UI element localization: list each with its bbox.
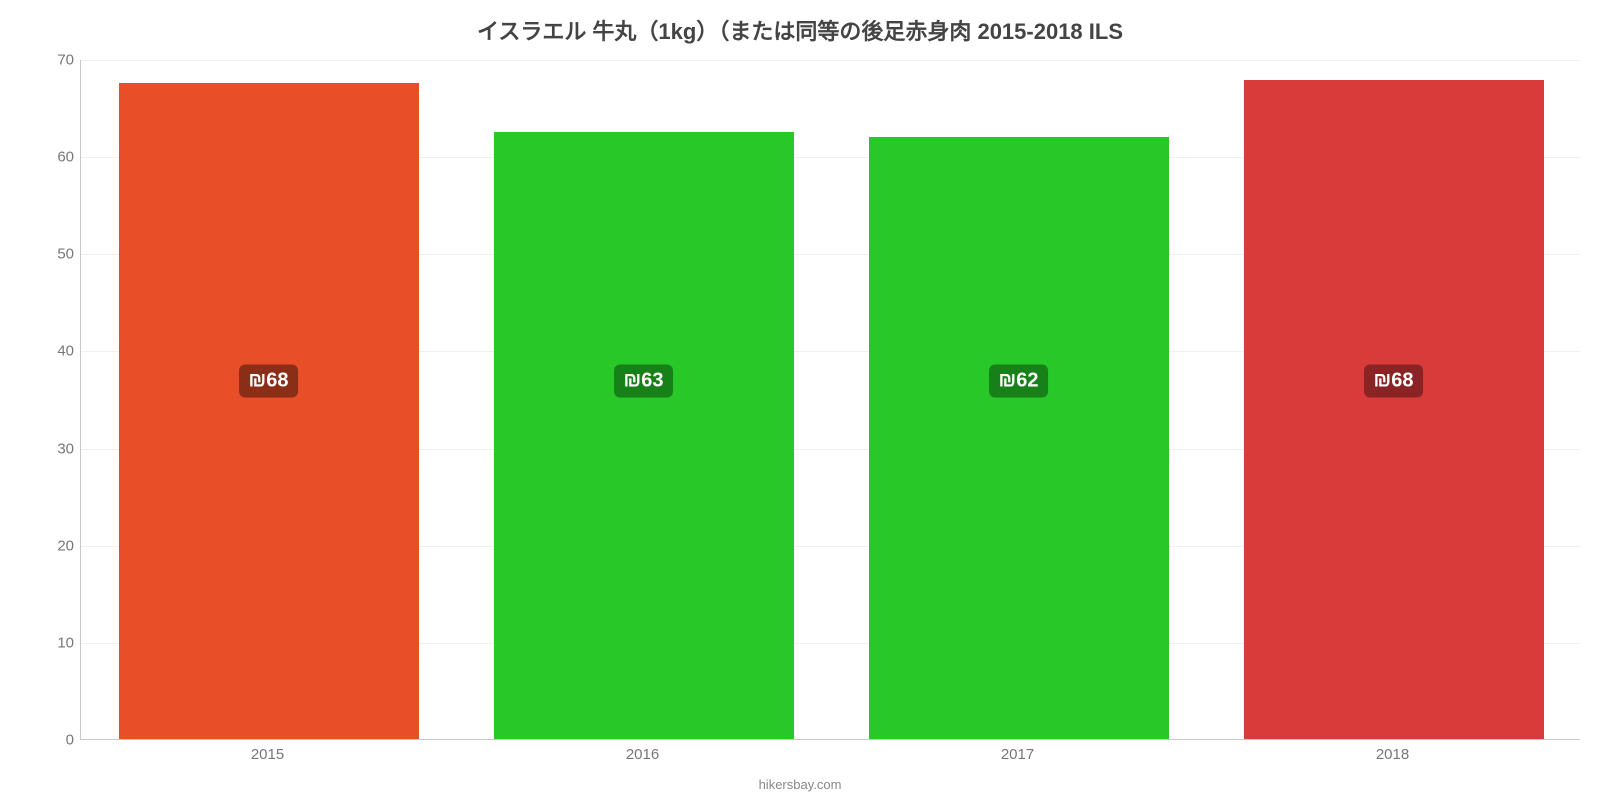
- y-tick-label: 0: [40, 732, 74, 749]
- y-tick-label: 10: [40, 634, 74, 651]
- bar-value-badge: ₪62: [989, 364, 1049, 397]
- bar: [1244, 80, 1544, 739]
- plot-area: ₪68 ₪63 ₪62 ₪68: [80, 60, 1580, 740]
- bar-value-badge: ₪68: [239, 364, 299, 397]
- y-tick-label: 70: [40, 52, 74, 69]
- x-tick-label: 2017: [1001, 746, 1034, 763]
- bar: [494, 132, 794, 739]
- y-tick-label: 60: [40, 149, 74, 166]
- x-tick-label: 2016: [626, 746, 659, 763]
- bar: [869, 137, 1169, 739]
- attribution-text: hikersbay.com: [0, 777, 1600, 792]
- bar: [119, 83, 419, 739]
- x-tick-label: 2018: [1376, 746, 1409, 763]
- y-tick-label: 30: [40, 440, 74, 457]
- bar-chart: イスラエル 牛丸（1kg）（または同等の後足赤身肉 2015-2018 ILS …: [0, 0, 1600, 800]
- y-tick-label: 20: [40, 537, 74, 554]
- bar-value-badge: ₪68: [1364, 364, 1424, 397]
- y-tick-label: 50: [40, 246, 74, 263]
- bar-value-badge: ₪63: [614, 364, 674, 397]
- x-tick-label: 2015: [251, 746, 284, 763]
- y-tick-label: 40: [40, 343, 74, 360]
- chart-title: イスラエル 牛丸（1kg）（または同等の後足赤身肉 2015-2018 ILS: [0, 14, 1600, 46]
